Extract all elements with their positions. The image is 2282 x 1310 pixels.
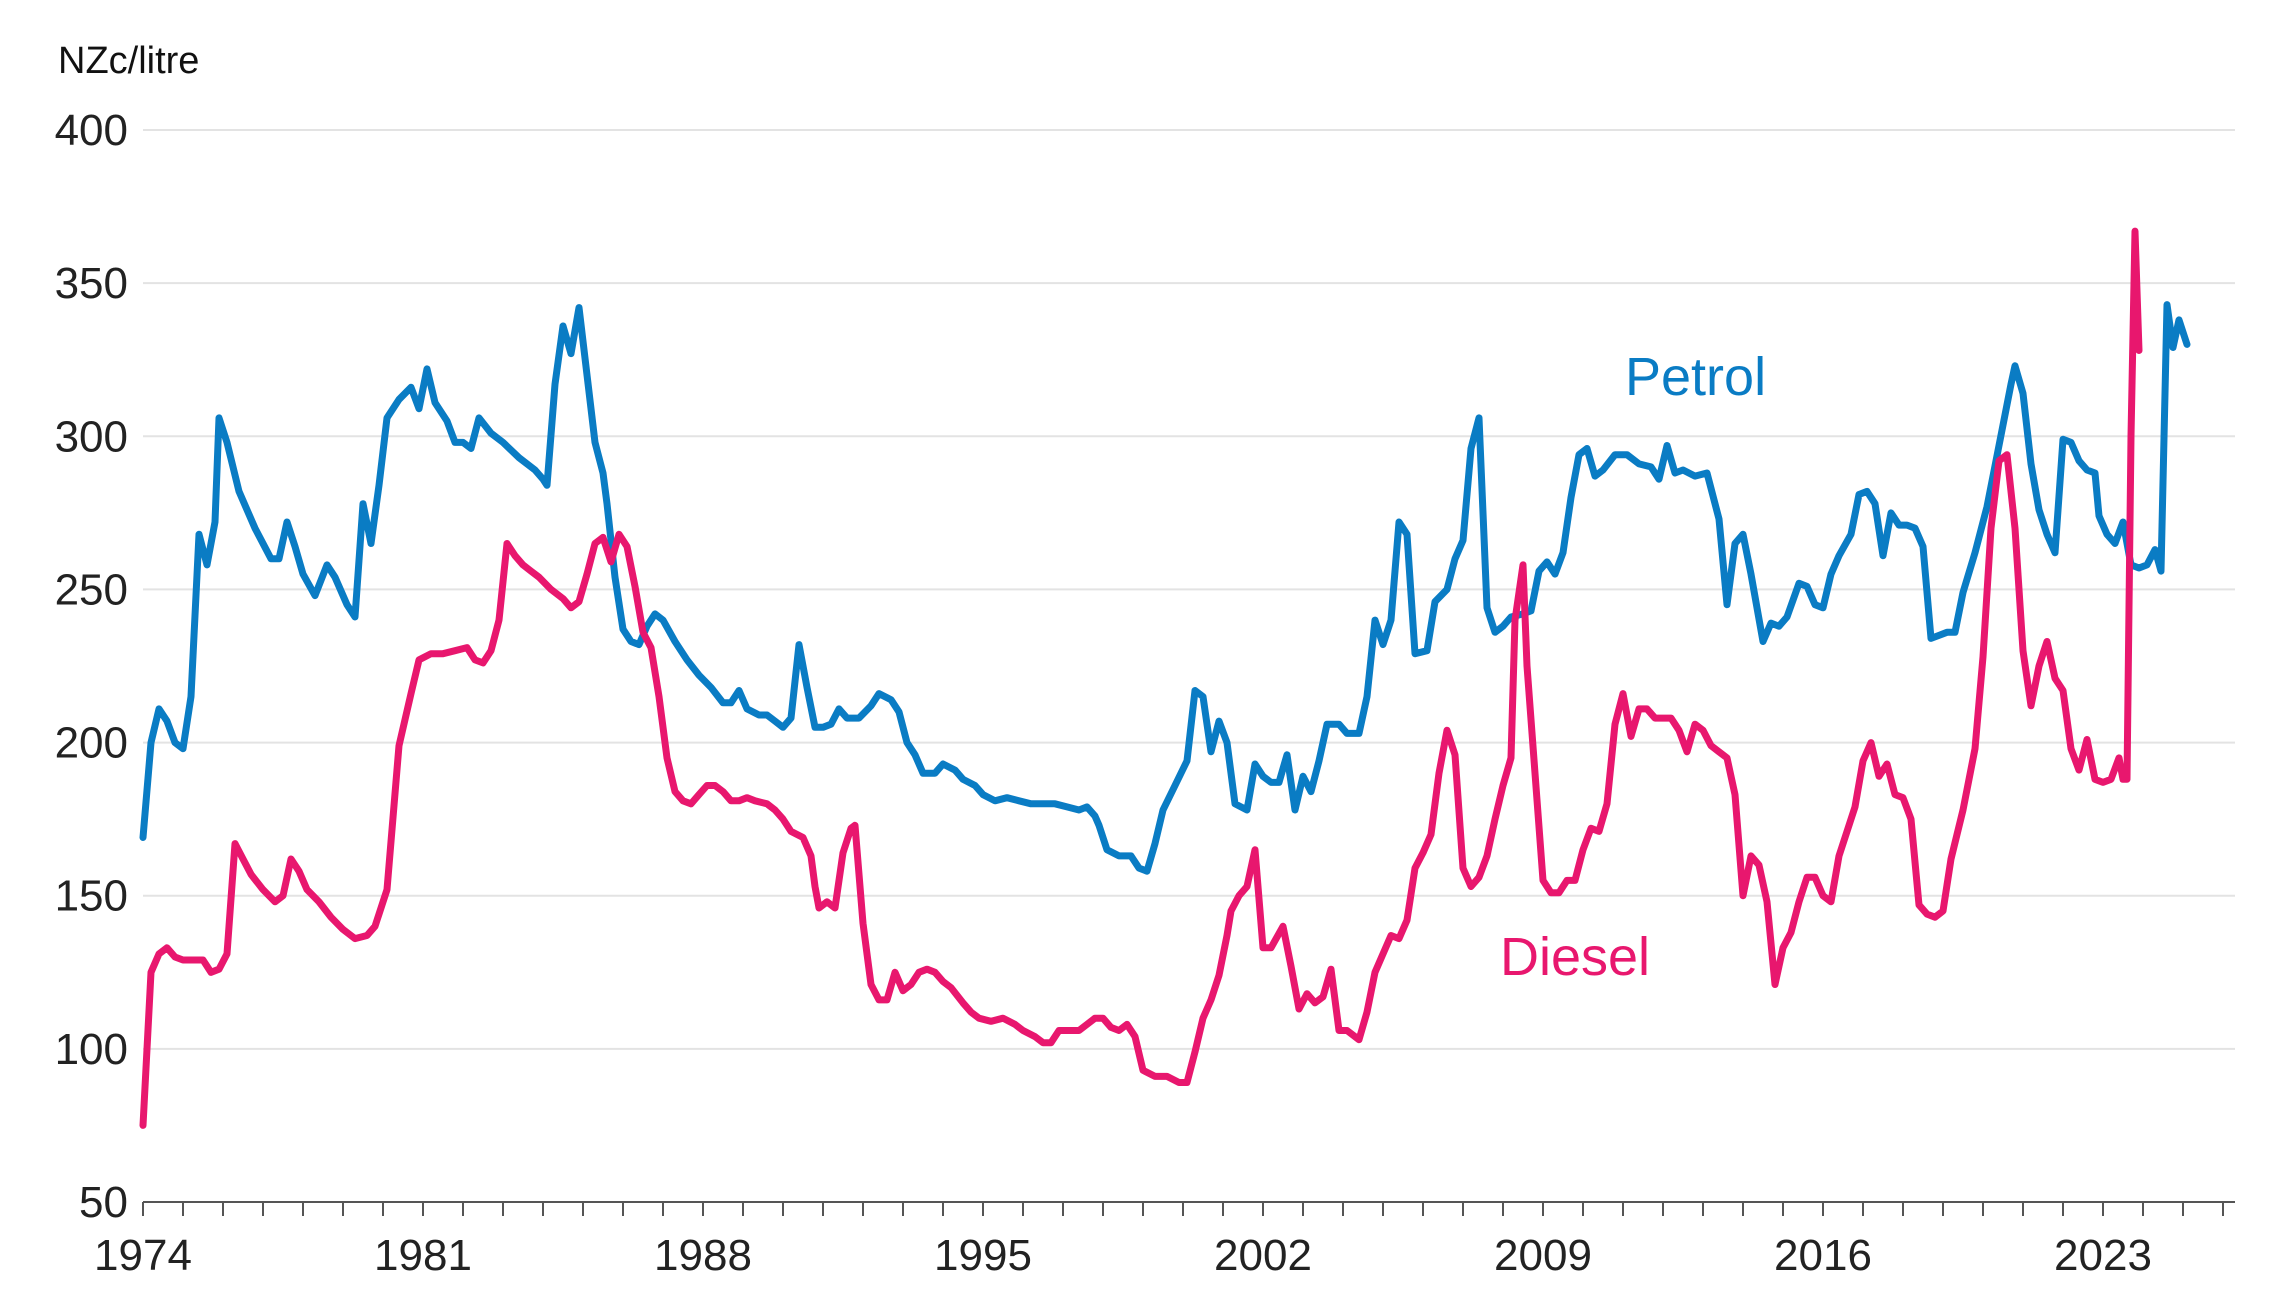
y-axis-unit-label: NZc/litre <box>58 40 199 82</box>
y-tick-label: 200 <box>55 719 128 768</box>
y-tick-label: 150 <box>55 872 128 921</box>
x-tick-label: 1974 <box>94 1231 192 1280</box>
y-tick-label: 300 <box>55 412 128 461</box>
y-tick-label: 350 <box>55 259 128 308</box>
x-tick-label: 2009 <box>1494 1231 1592 1280</box>
diesel-line <box>139 227 2143 1129</box>
y-axis-ticks: 50 100 150 200 250 300 350 400 <box>55 106 128 1227</box>
x-axis: 1974 1981 1988 1995 2002 2009 2016 2023 <box>94 1201 2235 1280</box>
petrol-series-label: Petrol <box>1625 347 1766 407</box>
series-lines <box>139 227 2191 1129</box>
x-tick-label: 2016 <box>1774 1231 1872 1280</box>
x-tick-label: 1995 <box>934 1231 1032 1280</box>
x-tick-label: 2023 <box>2054 1231 2152 1280</box>
y-tick-label: 50 <box>79 1178 128 1227</box>
y-tick-label: 250 <box>55 565 128 614</box>
y-tick-label: 400 <box>55 106 128 155</box>
x-tick-label: 1988 <box>654 1231 752 1280</box>
x-tick-label: 1981 <box>374 1231 472 1280</box>
petrol-line <box>139 301 2191 875</box>
y-tick-label: 100 <box>55 1025 128 1074</box>
diesel-series-label: Diesel <box>1500 927 1650 987</box>
x-tick-label: 2002 <box>1214 1231 1312 1280</box>
